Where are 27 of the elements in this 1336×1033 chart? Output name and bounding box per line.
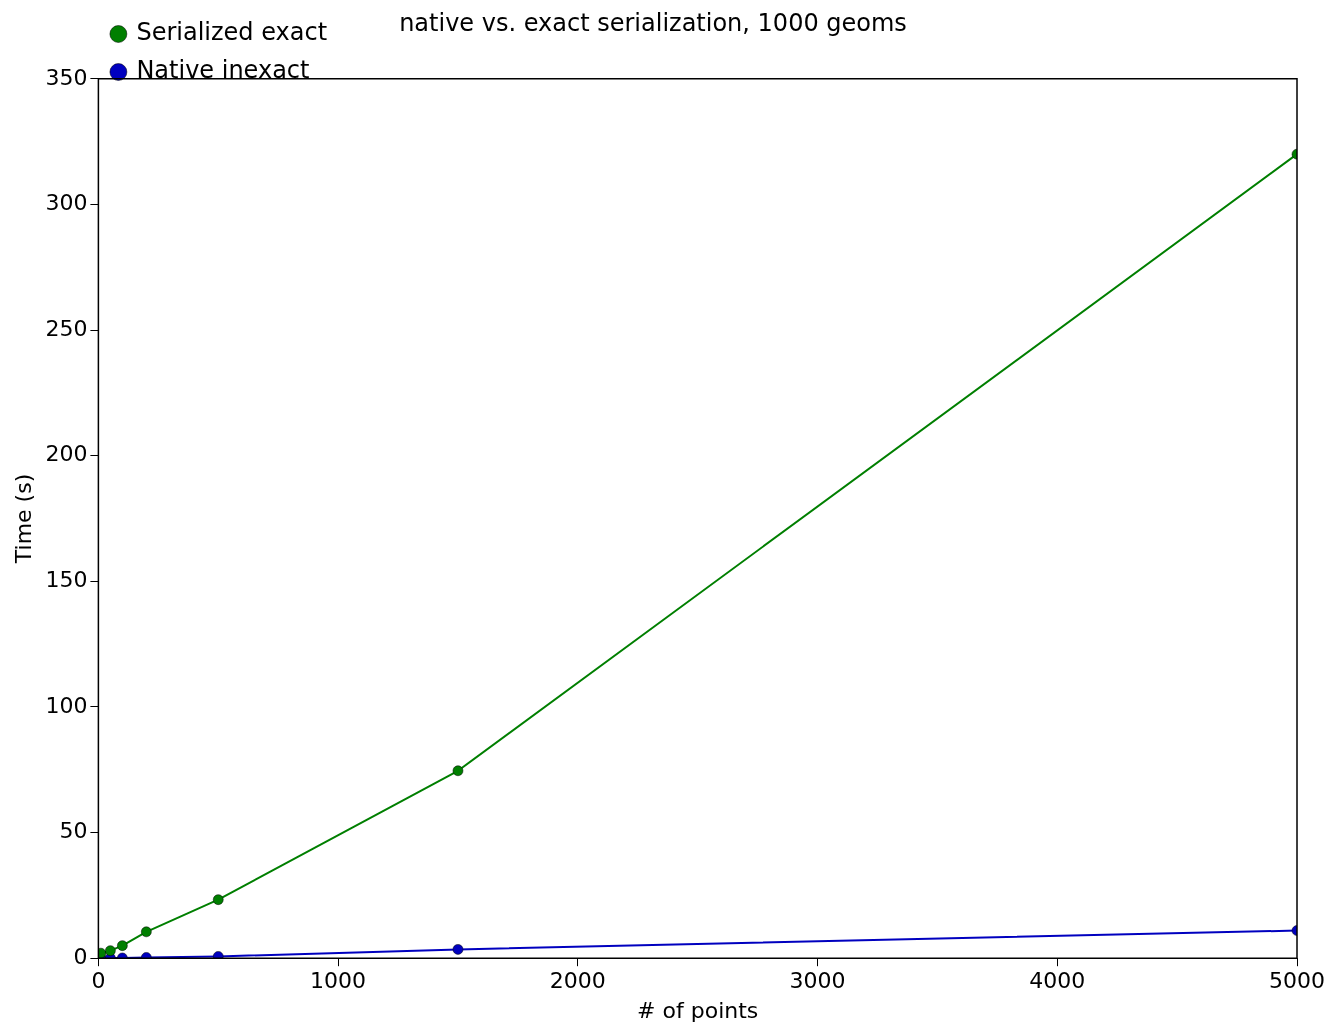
x-tick-label: 1000	[310, 968, 367, 994]
x-tick-label: 4000	[1029, 968, 1086, 994]
point	[213, 894, 224, 905]
legend-label: Native inexact	[136, 56, 310, 85]
y-tick-label: 250	[45, 315, 88, 341]
x-tick-label: 3000	[789, 968, 846, 994]
x-tick-label: 0	[91, 968, 106, 994]
point	[452, 944, 464, 955]
point	[213, 951, 224, 959]
y-tick-label: 200	[45, 441, 88, 467]
y-tick-label: 0	[73, 943, 88, 969]
y-tick-label: 350	[45, 64, 88, 90]
x-tick-label: 2000	[549, 968, 606, 994]
x-tick-label: 5000	[1269, 968, 1326, 994]
chart-title: native vs. exact serialization, 1000 geoms	[399, 8, 907, 37]
y-tick-label: 300	[45, 190, 88, 216]
point	[452, 765, 464, 777]
point	[141, 926, 152, 938]
y-tick-label: 50	[59, 818, 88, 844]
y-axis-title: Time (s)	[10, 473, 36, 565]
y-tick-label: 150	[45, 567, 88, 593]
legend-label: Serialized exact	[136, 18, 328, 47]
y-tick-label: 100	[45, 692, 88, 718]
point	[105, 945, 116, 956]
point	[98, 947, 107, 959]
point	[117, 940, 128, 951]
x-axis-title: # of points	[637, 997, 759, 1023]
